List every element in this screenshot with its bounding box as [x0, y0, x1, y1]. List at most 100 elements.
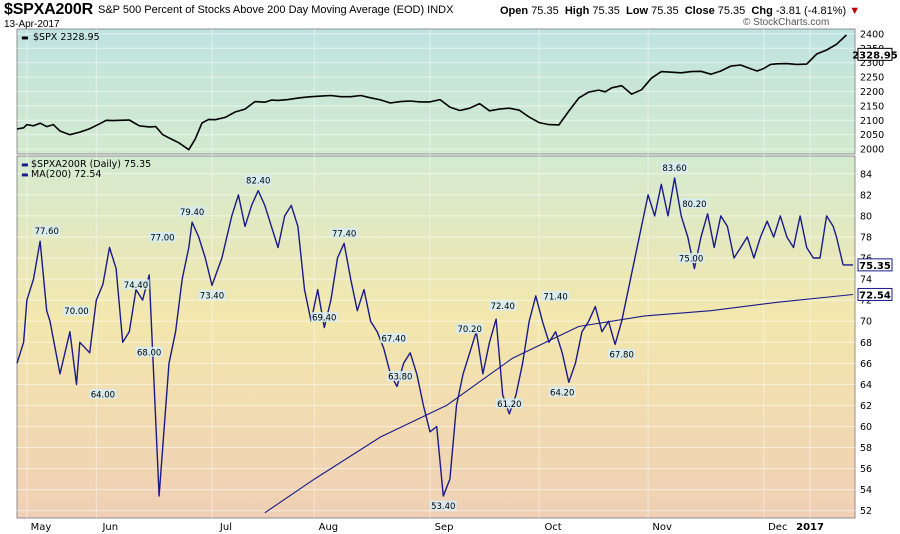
y-tick-label: 60: [860, 422, 872, 433]
annotation-label: 80.20: [682, 200, 706, 210]
annotation-bg: [680, 198, 708, 209]
low-value: 75.35: [651, 5, 679, 17]
value-tags: 2328.95 75.35 72.54: [852, 47, 898, 301]
x-tick-label: May: [31, 522, 52, 533]
y-tick-label: 72: [860, 296, 872, 307]
annotations: 77.60 70.00 64.00 77.00 68.00 74.40 79.40 73.40…: [33, 162, 708, 512]
y-tick-label: 2200: [860, 87, 884, 98]
x-tick-label: Nov: [652, 522, 672, 533]
close-value: 75.35: [717, 5, 746, 17]
exchange-label: INDX: [427, 4, 454, 16]
top-grid: [17, 33, 855, 150]
annotation-bg: [244, 175, 272, 186]
ma200-series: [264, 293, 854, 514]
spx-series: [16, 34, 847, 151]
y-tick-label: 74: [860, 275, 872, 286]
y-tick-label: 68: [860, 338, 872, 349]
legend-entry: ▬: [21, 160, 29, 169]
y-tick-label: 70: [860, 317, 872, 328]
annotation-label: 71.40: [543, 292, 567, 302]
annotation-bg: [386, 370, 414, 381]
open-value: 75.35: [531, 5, 559, 17]
y-tick-label: 58: [860, 443, 872, 454]
chart-date: 13-Apr-2017: [4, 19, 60, 30]
annotation-bg: [429, 500, 457, 511]
y-tick-label: 62: [860, 401, 872, 412]
annotation-bg: [661, 162, 689, 173]
x-tick-label: Oct: [544, 522, 561, 533]
y-tick-label: 52: [860, 506, 872, 517]
legend-label: $SPXA200R (Daily) 75.35: [31, 159, 151, 170]
month-grid: [26, 29, 811, 518]
watermark: © StockCharts.com: [743, 17, 830, 28]
chart-title-text: S&P 500 Percent of Stocks Above 200 Day …: [98, 4, 425, 16]
annotation-label: 70.00: [64, 307, 88, 317]
bottom-legend: ▬ $SPXA200R (Daily) 75.35▬ MA(200) 72.54: [21, 159, 151, 180]
spxa200r-line: [16, 177, 853, 497]
annotation-bg: [495, 398, 523, 409]
value-tag: 72.54: [859, 290, 891, 301]
annotation-bg: [62, 305, 90, 316]
chart-symbol: $SPXA200R: [4, 1, 93, 18]
bottom-grid: [17, 173, 855, 512]
high-label: High: [564, 5, 590, 17]
value-tag-bg: [857, 258, 893, 272]
y-tick-label: 2050: [860, 130, 884, 141]
annotation-bg: [135, 346, 163, 357]
annotation-label: 63.80: [388, 372, 412, 382]
legend-label: MA(200) 72.54: [31, 169, 101, 180]
annotation-label: 83.60: [662, 164, 686, 174]
x-tick-label: Dec: [768, 522, 787, 533]
y-tick-label: 2000: [860, 145, 884, 156]
annotation-label: 72.40: [491, 302, 515, 312]
y-tick-label: 80: [860, 211, 872, 222]
annotation-label: 61.20: [497, 400, 521, 410]
annotation-bg: [380, 333, 408, 344]
annotation-bg: [178, 206, 206, 217]
annotation-bg: [330, 227, 358, 238]
annotation-label: 73.40: [200, 291, 224, 301]
annotation-label: 67.80: [610, 350, 634, 360]
annotation-bg: [198, 289, 226, 300]
y-tick-label: 54: [860, 485, 872, 496]
legend-label: $SPX 2328.95: [33, 32, 100, 43]
annotation-bg: [122, 279, 150, 290]
annotation-bg: [89, 388, 117, 399]
annotation-bg: [542, 290, 570, 301]
annotation-label: 77.60: [35, 227, 59, 237]
annotation-label: 75.00: [679, 255, 703, 265]
y-tick-label: 56: [860, 464, 872, 475]
annotation-bg: [310, 312, 338, 323]
ma200-line: [264, 293, 854, 514]
annotation-label: 74.40: [124, 281, 148, 291]
annotation-label: 79.40: [180, 208, 204, 218]
spxa200r-series: [16, 177, 853, 497]
low-label: Low: [626, 5, 649, 17]
open-label: Open: [500, 5, 529, 17]
legend-entry: ▬: [21, 170, 29, 179]
annotation-bg: [33, 225, 61, 236]
x-tick-label: 2017: [796, 522, 824, 533]
annotation-label: 53.40: [431, 502, 455, 512]
annotation-bg: [456, 323, 484, 334]
y-tick-label: 64: [860, 380, 872, 391]
y-tick-label: 78: [860, 232, 872, 243]
annotation-bg: [548, 386, 576, 397]
spx-line: [16, 34, 847, 151]
legend-entry: ▬: [21, 33, 29, 42]
value-tag: 2328.95: [852, 50, 898, 61]
annotation-label: 67.40: [382, 335, 406, 345]
ohlc-readout: Open 75.35 High 75.35 Low 75.35 Close 75…: [500, 5, 860, 17]
y-tick-label: 82: [860, 190, 872, 201]
annotation-label: 77.00: [150, 234, 174, 244]
x-tick-label: Jun: [101, 522, 118, 533]
annotation-bg: [608, 348, 636, 359]
annotation-label: 64.20: [550, 388, 574, 398]
annotation-bg: [148, 232, 176, 242]
high-value: 75.35: [592, 5, 620, 17]
y-tick-label: 2150: [860, 101, 884, 112]
value-tag-bg: [857, 287, 893, 301]
x-tick-label: Jul: [219, 522, 232, 533]
x-axis: MayJunJulAugSepOctNovDec2017FebMarApr: [31, 522, 824, 533]
x-tick-label: Sep: [435, 522, 454, 533]
